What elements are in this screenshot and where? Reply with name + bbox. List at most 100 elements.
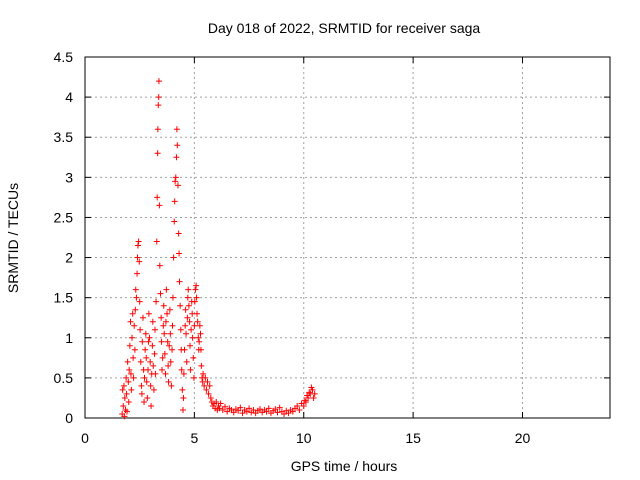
- data-point: [145, 310, 152, 317]
- data-point: [143, 354, 150, 361]
- data-point: [125, 398, 132, 405]
- data-point: [172, 174, 179, 181]
- data-point: [139, 338, 146, 345]
- data-point: [173, 126, 180, 133]
- data-point: [133, 294, 140, 301]
- data-point: [154, 126, 161, 133]
- data-point: [138, 390, 145, 397]
- data-point: [296, 406, 303, 413]
- data-point: [157, 290, 164, 297]
- data-point: [196, 338, 203, 345]
- data-point: [243, 408, 250, 415]
- data-point: [126, 366, 133, 373]
- data-point: [137, 326, 144, 333]
- data-point: [127, 370, 134, 377]
- data-point: [183, 358, 190, 365]
- data-point: [153, 238, 160, 245]
- data-point: [169, 322, 176, 329]
- data-point: [178, 366, 185, 373]
- data-point: [217, 400, 224, 407]
- data-point: [147, 382, 154, 389]
- data-point: [265, 405, 272, 412]
- data-point: [131, 346, 138, 353]
- data-point: [185, 286, 192, 293]
- data-point: [155, 94, 162, 101]
- data-point: [187, 342, 193, 349]
- data-point: [134, 270, 141, 277]
- data-point: [166, 306, 173, 313]
- data-point: [158, 314, 165, 321]
- data-point: [281, 410, 288, 417]
- data-point: [120, 382, 127, 389]
- data-point: [139, 314, 146, 321]
- data-point: [190, 374, 197, 381]
- data-point: [176, 250, 183, 257]
- data-point: [186, 318, 193, 325]
- data-point: [123, 374, 130, 381]
- data-point: [142, 330, 149, 337]
- data-point: [194, 318, 201, 325]
- data-point: [164, 338, 171, 345]
- data-point: [120, 402, 127, 409]
- x-axis-label: GPS time / hours: [291, 458, 398, 474]
- data-point: [169, 294, 176, 301]
- data-point: [311, 390, 318, 397]
- data-point: [176, 278, 183, 285]
- data-point: [137, 358, 144, 365]
- data-point: [123, 390, 130, 397]
- data-point: [198, 362, 205, 369]
- data-point: [230, 409, 237, 416]
- y-tick-label: 3.5: [54, 129, 74, 145]
- data-point: [165, 362, 172, 369]
- data-point: [164, 310, 171, 317]
- data-point: [154, 194, 161, 201]
- data-point: [152, 370, 159, 377]
- data-point: [184, 294, 191, 301]
- data-point: [134, 242, 141, 249]
- data-point: [147, 358, 154, 365]
- data-point: [160, 302, 167, 309]
- y-tick-label: 1.5: [54, 290, 74, 306]
- data-point: [294, 402, 301, 409]
- data-point: [132, 286, 139, 293]
- data-point: [134, 254, 141, 261]
- x-tick-label: 10: [296, 430, 312, 446]
- data-point: [285, 410, 292, 417]
- data-point: [144, 394, 151, 401]
- data-point: [124, 408, 130, 415]
- data-point: [197, 330, 204, 337]
- data-point: [141, 398, 148, 405]
- data-point: [156, 262, 163, 269]
- data-point: [136, 298, 143, 305]
- data-point: [151, 350, 158, 357]
- data-point: [309, 386, 316, 393]
- data-point: [174, 142, 181, 149]
- data-point: [239, 410, 246, 417]
- y-axis-label: SRMTID / TECUs: [5, 183, 21, 293]
- data-point: [129, 334, 136, 341]
- data-point: [190, 354, 197, 361]
- y-axis-ticks: 0 0.5 1 1.5 2 2.5 3 3.5 4 4.5: [54, 49, 610, 426]
- data-point: [159, 354, 166, 361]
- plot-frame: [84, 56, 611, 419]
- data-point: [193, 282, 200, 289]
- data-point: [135, 238, 142, 245]
- data-point: [257, 406, 263, 413]
- data-point: [148, 402, 155, 409]
- data-point: [204, 378, 211, 385]
- data-point: [170, 254, 177, 261]
- data-point: [174, 182, 181, 189]
- data-point: [131, 322, 138, 329]
- y-tick-label: 0.5: [54, 370, 74, 386]
- data-point: [168, 382, 175, 389]
- data-point: [206, 382, 213, 389]
- data-point: [124, 358, 131, 365]
- data-point: [191, 298, 198, 305]
- data-point: [130, 374, 137, 381]
- data-point: [274, 409, 281, 416]
- data-point: [182, 306, 189, 313]
- data-point: [272, 406, 279, 413]
- data-point: [154, 150, 161, 157]
- data-point: [224, 408, 231, 415]
